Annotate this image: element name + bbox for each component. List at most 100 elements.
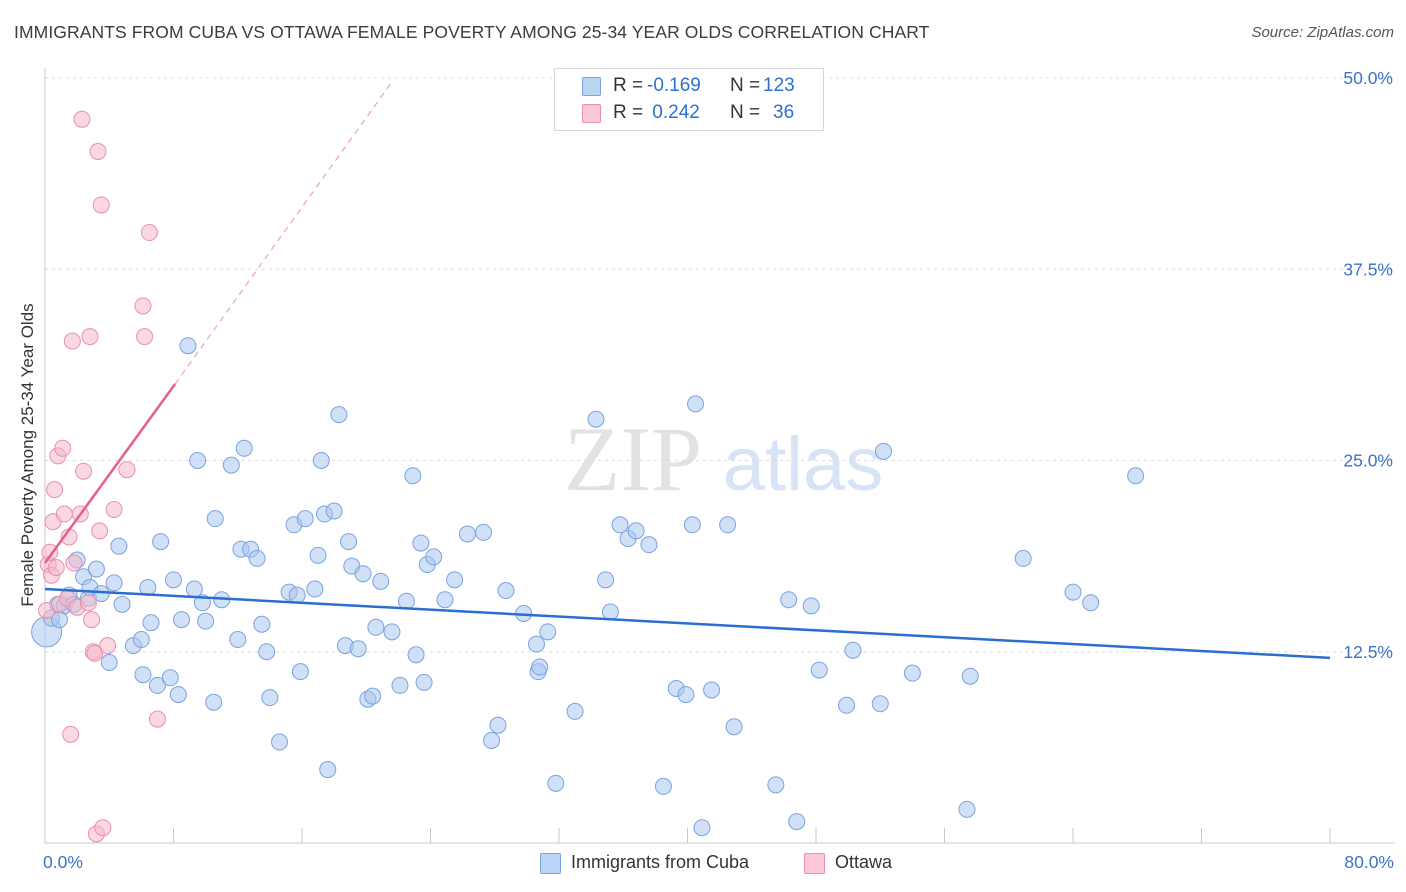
legend-r-value: -0.169 bbox=[647, 75, 701, 96]
legend-swatch-cuba bbox=[582, 77, 601, 96]
data-point bbox=[844, 641, 862, 659]
data-point bbox=[640, 536, 658, 554]
y-tick-label: 25.0% bbox=[1343, 451, 1393, 471]
data-point bbox=[597, 571, 615, 589]
data-point bbox=[140, 224, 158, 242]
data-point bbox=[802, 597, 820, 615]
data-point bbox=[309, 546, 327, 564]
data-point bbox=[75, 462, 93, 480]
data-point bbox=[261, 689, 279, 707]
data-point bbox=[229, 631, 247, 649]
data-point bbox=[1064, 583, 1082, 601]
data-point bbox=[148, 710, 166, 728]
y-tick-label: 37.5% bbox=[1343, 259, 1393, 279]
bottom-legend-label-cuba: Immigrants from Cuba bbox=[571, 852, 750, 872]
data-point bbox=[349, 640, 367, 658]
legend-n-label: N = bbox=[730, 75, 761, 96]
data-point bbox=[1014, 549, 1032, 567]
legend-n-value: 36 bbox=[773, 102, 795, 123]
data-point bbox=[173, 611, 191, 629]
legend-row-cuba: R = -0.169 N = 123 bbox=[555, 74, 823, 100]
data-point bbox=[767, 776, 785, 794]
data-point bbox=[367, 618, 385, 636]
data-point bbox=[425, 548, 443, 566]
data-point bbox=[179, 337, 197, 355]
data-point bbox=[528, 635, 546, 653]
data-point bbox=[118, 461, 136, 479]
chart-title: IMMIGRANTS FROM CUBA VS OTTAWA FEMALE PO… bbox=[14, 22, 930, 42]
data-point bbox=[780, 591, 798, 609]
data-point bbox=[601, 603, 619, 621]
data-point bbox=[539, 623, 557, 641]
legend-r-label: R = bbox=[613, 102, 644, 123]
data-point bbox=[205, 693, 223, 711]
data-point bbox=[312, 452, 330, 469]
data-point bbox=[46, 481, 64, 499]
data-point bbox=[874, 442, 892, 460]
data-point bbox=[222, 456, 240, 474]
data-point bbox=[189, 452, 207, 469]
data-point bbox=[372, 572, 390, 590]
data-point bbox=[86, 644, 104, 662]
data-point bbox=[248, 549, 266, 567]
data-point bbox=[1127, 467, 1145, 485]
data-point bbox=[65, 554, 83, 572]
legend-row-ottawa: R = 0.242 N = 36 bbox=[555, 101, 823, 127]
data-point bbox=[958, 800, 976, 818]
data-point bbox=[483, 731, 501, 749]
data-point bbox=[94, 819, 112, 837]
data-point bbox=[63, 332, 81, 350]
data-point bbox=[152, 533, 170, 551]
data-point bbox=[206, 510, 224, 528]
data-point bbox=[415, 673, 433, 691]
data-point bbox=[654, 777, 672, 795]
data-point bbox=[354, 565, 372, 583]
data-point bbox=[99, 637, 117, 655]
watermark-atlas: atlas bbox=[723, 422, 884, 507]
bottom-legend-swatch-ottawa bbox=[804, 853, 825, 874]
data-point bbox=[788, 813, 806, 831]
data-point bbox=[296, 510, 314, 528]
data-point bbox=[100, 653, 118, 671]
data-point bbox=[489, 716, 507, 734]
source-label: Source: ZipAtlas.com bbox=[1251, 24, 1394, 41]
data-point bbox=[725, 718, 743, 736]
data-point bbox=[340, 533, 358, 551]
trend-line-ottawa bbox=[43, 383, 177, 564]
data-point bbox=[961, 667, 979, 685]
watermark: ZIP atlas bbox=[564, 408, 883, 510]
data-point bbox=[719, 516, 737, 534]
data-point bbox=[91, 522, 109, 540]
data-point bbox=[1082, 594, 1100, 612]
data-point bbox=[810, 661, 828, 679]
data-point bbox=[142, 614, 160, 632]
data-point bbox=[391, 676, 409, 694]
legend-swatch-ottawa bbox=[582, 104, 601, 123]
bottom-legend-label-ottawa: Ottawa bbox=[835, 852, 893, 872]
data-point bbox=[235, 439, 253, 457]
watermark-zip: ZIP bbox=[564, 408, 702, 510]
data-point bbox=[83, 611, 101, 629]
data-point bbox=[55, 505, 73, 523]
data-point bbox=[693, 819, 711, 837]
data-point bbox=[611, 516, 629, 534]
data-point bbox=[89, 142, 107, 160]
legend: R = -0.169 N = 123 R = 0.242 N = 36 bbox=[554, 68, 824, 131]
data-point bbox=[288, 586, 306, 604]
data-point bbox=[475, 523, 493, 541]
data-point bbox=[105, 574, 123, 592]
data-point bbox=[79, 594, 97, 612]
data-point bbox=[148, 676, 166, 694]
data-point bbox=[197, 612, 215, 630]
data-point bbox=[547, 774, 565, 792]
data-point bbox=[47, 559, 65, 577]
bottom-legend-swatch-cuba bbox=[540, 853, 561, 874]
data-point bbox=[73, 110, 91, 128]
data-point bbox=[258, 643, 276, 661]
data-point bbox=[838, 696, 856, 714]
trend-line-cuba bbox=[44, 587, 1331, 660]
data-point bbox=[627, 522, 645, 540]
data-point bbox=[566, 702, 584, 720]
data-point bbox=[87, 560, 105, 578]
